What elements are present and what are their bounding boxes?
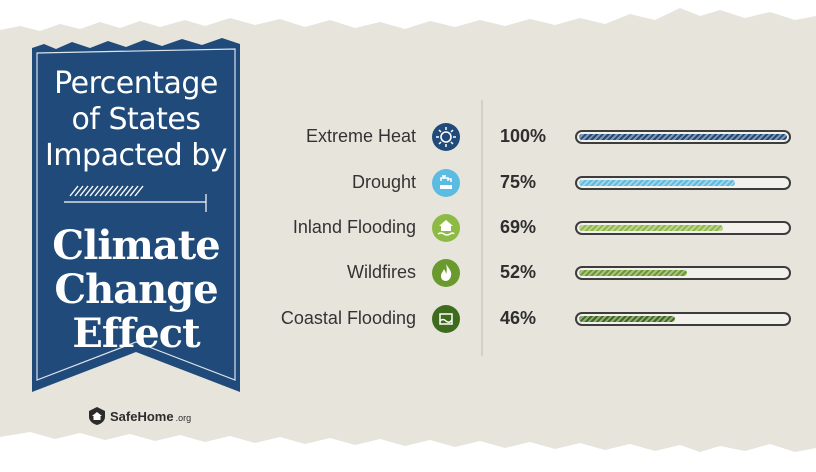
brand-suffix: .org (175, 413, 192, 423)
bar-track (575, 130, 791, 144)
row-label: Drought (351, 172, 416, 192)
bar (579, 270, 687, 276)
bar-track (575, 176, 791, 190)
banner-hatch-decoration (64, 185, 207, 212)
banner-subtitle-line-1: Percentage (54, 66, 218, 101)
flooded-house-icon (432, 214, 460, 242)
bar-track (575, 221, 791, 235)
banner-title-line-2: Change (54, 266, 218, 313)
bar (579, 180, 735, 186)
banner-title-line-1: Climate (52, 222, 220, 269)
coastal-wave-icon (432, 305, 460, 333)
row-label: Inland Flooding (292, 217, 416, 237)
bar-track (575, 312, 791, 326)
bar (579, 316, 675, 322)
title-banner (32, 38, 240, 392)
bar-track (575, 266, 791, 280)
banner-title-line-3: Effect (72, 310, 200, 357)
bar (579, 134, 787, 140)
row-value: 100% (500, 126, 547, 146)
row-label: Wildfires (346, 262, 416, 282)
bar (579, 225, 723, 231)
banner-subtitle-line-3: Impacted by (44, 138, 228, 173)
house-shield-icon (89, 407, 105, 425)
flame-icon (432, 259, 460, 287)
row-value: 46% (500, 308, 537, 328)
column-divider (481, 100, 483, 356)
row-label: Coastal Flooding (280, 308, 416, 328)
row-value: 69% (500, 217, 537, 237)
faucet-icon (432, 169, 460, 197)
brand-name: SafeHome (110, 408, 174, 424)
row-value: 52% (500, 262, 537, 282)
banner-subtitle-line-2: of States (71, 102, 202, 137)
brand-logo[interactable]: SafeHome .org (88, 404, 191, 428)
row-label: Extreme Heat (305, 126, 416, 146)
row-value: 75% (500, 172, 537, 192)
sun-icon (432, 123, 460, 151)
